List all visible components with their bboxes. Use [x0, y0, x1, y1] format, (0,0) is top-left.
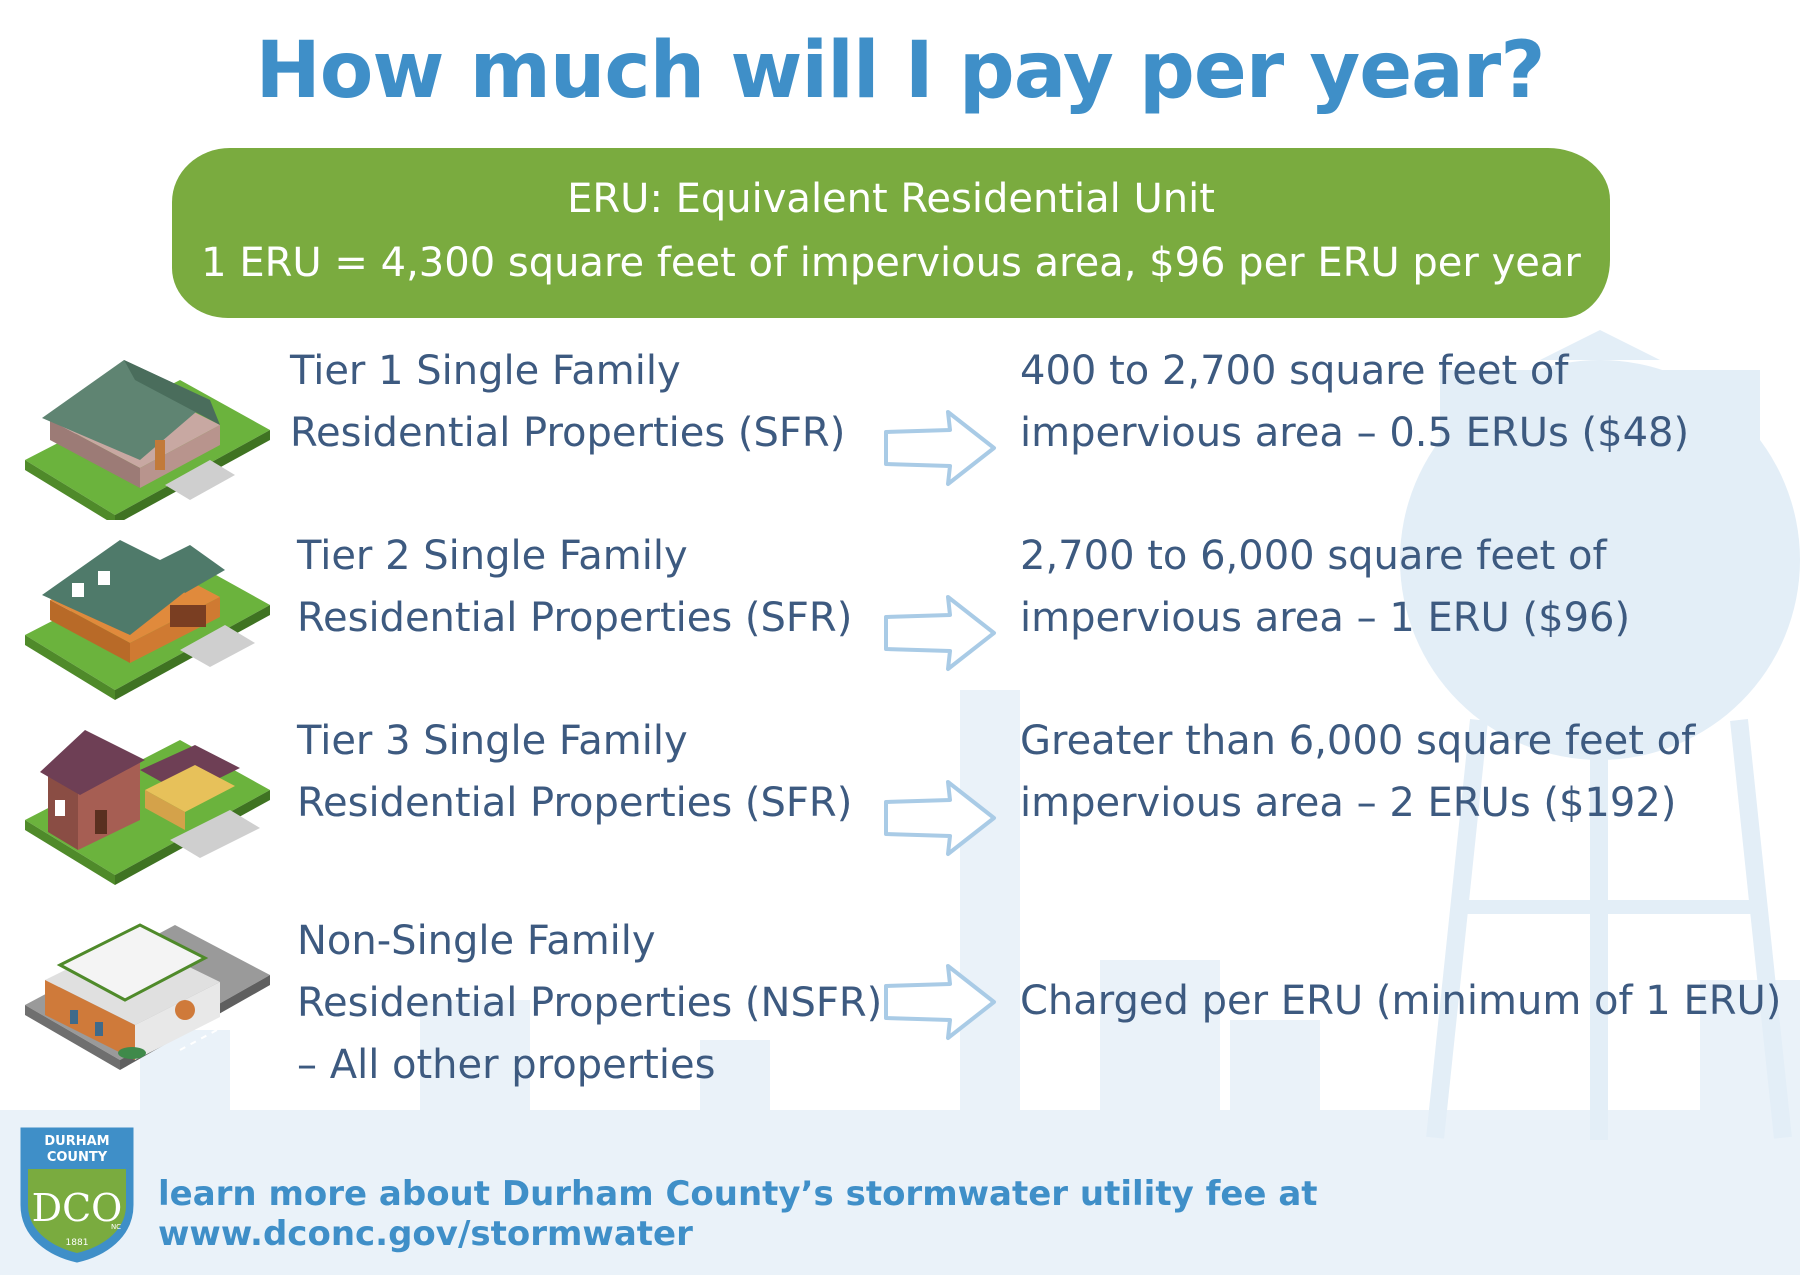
tier-2-label: Tier 2 Single Family Residential Propert… — [297, 525, 852, 649]
tier-3-value: Greater than 6,000 square feet of imperv… — [1020, 710, 1695, 834]
arrow-right-icon — [884, 595, 996, 671]
page-title: How much will I pay per year? — [255, 26, 1546, 116]
tier-1-label-line-2: Residential Properties (SFR) — [290, 410, 846, 456]
durham-county-logo: DURHAM COUNTY DCO NC 1881 — [20, 1127, 134, 1263]
tier-2-value-line-2: impervious area – 1 ERU ($96) — [1020, 595, 1631, 641]
tier-1-label: Tier 1 Single Family Residential Propert… — [290, 340, 845, 464]
tier-row-1: Tier 1 Single Family Residential Propert… — [0, 340, 1800, 520]
nsfr-label-line-1: Non-Single Family — [297, 918, 656, 964]
tier-3-value-line-1: Greater than 6,000 square feet of — [1020, 718, 1696, 764]
tier-3-value-line-2: impervious area – 2 ERUs ($192) — [1020, 780, 1677, 826]
large-house-icon — [25, 730, 270, 885]
small-house-icon — [25, 360, 270, 520]
tier-row-3: Tier 3 Single Family Residential Propert… — [0, 710, 1800, 885]
nsfr-value-line-1: Charged per ERU (minimum of 1 ERU) — [1020, 978, 1782, 1024]
footer-learn-more-text: learn more about Durham County’s stormwa… — [158, 1174, 1318, 1254]
tier-2-value: 2,700 to 6,000 square feet of impervious… — [1020, 525, 1630, 649]
eru-definition-banner: ERU: Equivalent Residential Unit 1 ERU =… — [172, 148, 1610, 318]
arrow-right-icon — [884, 964, 996, 1040]
eru-definition-heading: ERU: Equivalent Residential Unit — [567, 176, 1215, 222]
logo-line-2: COUNTY — [47, 1150, 108, 1165]
tier-1-value: 400 to 2,700 square feet of impervious a… — [1020, 340, 1689, 464]
tier-1-value-line-2: impervious area – 0.5 ERUs ($48) — [1020, 410, 1690, 456]
nsfr-label-line-2: Residential Properties (NSFR) — [297, 980, 883, 1026]
tier-1-label-line-1: Tier 1 Single Family — [290, 348, 681, 394]
eru-definition-rate: 1 ERU = 4,300 square feet of impervious … — [201, 240, 1581, 286]
arrow-right-icon — [884, 410, 996, 486]
arrow-right-icon — [884, 780, 996, 856]
tier-2-label-line-2: Residential Properties (SFR) — [297, 595, 853, 641]
tier-row-nsfr: Non-Single Family Residential Properties… — [0, 910, 1800, 1110]
tier-1-value-line-1: 400 to 2,700 square feet of — [1020, 348, 1569, 394]
tier-2-label-line-1: Tier 2 Single Family — [297, 533, 688, 579]
logo-year: 1881 — [66, 1238, 89, 1248]
nsfr-label: Non-Single Family Residential Properties… — [297, 910, 882, 1096]
tier-3-label: Tier 3 Single Family Residential Propert… — [297, 710, 852, 834]
tier-row-2: Tier 2 Single Family Residential Propert… — [0, 525, 1800, 700]
tier-3-label-line-1: Tier 3 Single Family — [297, 718, 688, 764]
nsfr-value: Charged per ERU (minimum of 1 ERU) — [1020, 970, 1781, 1032]
tier-3-label-line-2: Residential Properties (SFR) — [297, 780, 853, 826]
nsfr-label-line-3: – All other properties — [297, 1042, 716, 1088]
logo-line-1: DURHAM — [44, 1134, 109, 1149]
tier-2-value-line-1: 2,700 to 6,000 square feet of — [1020, 533, 1607, 579]
logo-letters: DCO — [32, 1186, 123, 1230]
medium-house-icon — [25, 540, 270, 700]
commercial-building-icon — [25, 923, 270, 1070]
logo-state: NC — [111, 1223, 121, 1231]
